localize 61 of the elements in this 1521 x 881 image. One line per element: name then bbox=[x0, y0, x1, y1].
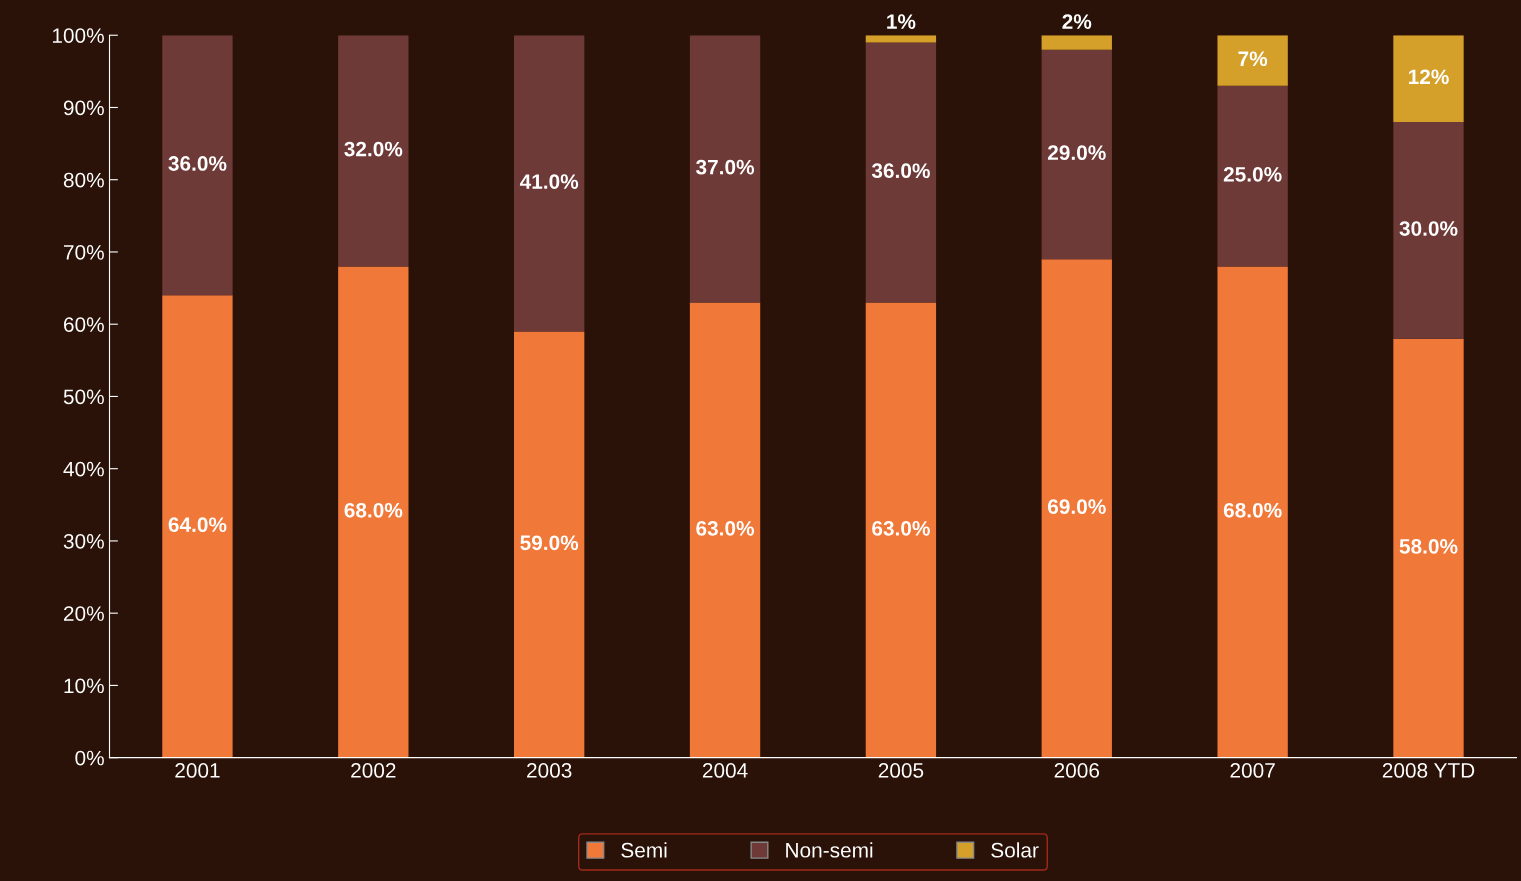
x-tick-label: 2003 bbox=[527, 763, 572, 778]
x-tick-label: 2001 bbox=[175, 763, 220, 778]
bar bbox=[162, 35, 233, 296]
data-label: 7% bbox=[1238, 51, 1268, 67]
bar bbox=[338, 266, 409, 758]
data-label: 41.0% bbox=[519, 174, 579, 189]
bar bbox=[865, 302, 937, 758]
x-tick-label: 2006 bbox=[1054, 763, 1100, 778]
data-label: 32.0% bbox=[344, 141, 403, 157]
x-tick-label: 2007 bbox=[1230, 763, 1275, 778]
data-label: 69.0% bbox=[1048, 499, 1106, 515]
bar bbox=[514, 331, 585, 758]
legend-label: Semi bbox=[621, 842, 667, 858]
bar bbox=[1041, 35, 1112, 50]
y-tick-label: 80% bbox=[63, 172, 104, 188]
y-tick-label: 30% bbox=[63, 533, 104, 549]
bar bbox=[1041, 49, 1112, 260]
bar bbox=[1041, 259, 1112, 758]
data-label: 68.0% bbox=[344, 502, 403, 518]
bar bbox=[1393, 35, 1464, 122]
data-label: 30.0% bbox=[1399, 221, 1458, 236]
y-tick-label: 40% bbox=[63, 461, 104, 477]
y-tick-label: 100% bbox=[52, 28, 104, 43]
data-label: 2% bbox=[1062, 14, 1092, 29]
data-label: 59.0% bbox=[520, 535, 579, 551]
data-label: 29.0% bbox=[1047, 145, 1106, 161]
y-tick-label: 90% bbox=[63, 100, 104, 116]
data-label: 63.0% bbox=[696, 520, 755, 536]
x-tick-label: 2002 bbox=[351, 763, 396, 778]
bar bbox=[1393, 338, 1464, 758]
bar bbox=[1217, 35, 1288, 86]
bar bbox=[1217, 85, 1288, 267]
bar bbox=[689, 35, 761, 303]
legend-label: Non-semi bbox=[786, 842, 873, 858]
bar bbox=[689, 302, 761, 758]
bar bbox=[865, 42, 937, 303]
y-tick-label: 60% bbox=[64, 317, 104, 332]
data-label: 1% bbox=[887, 14, 916, 29]
data-label: 68.0% bbox=[1223, 502, 1282, 518]
y-tick-label: 50% bbox=[63, 389, 104, 405]
data-label: 25.0% bbox=[1223, 166, 1282, 182]
data-label: 64.0% bbox=[168, 517, 227, 533]
bar bbox=[162, 295, 233, 758]
x-tick-label: 2004 bbox=[702, 763, 748, 778]
bar bbox=[514, 35, 585, 332]
data-label: 58.0% bbox=[1399, 539, 1458, 554]
data-label: 12% bbox=[1408, 69, 1449, 85]
bar bbox=[338, 35, 409, 267]
y-tick-label: 70% bbox=[64, 244, 104, 260]
y-tick-label: 0% bbox=[75, 750, 104, 766]
bar bbox=[1217, 266, 1288, 758]
y-tick-label: 10% bbox=[64, 678, 104, 694]
y-tick-label: 20% bbox=[64, 606, 104, 621]
legend-label: Solar bbox=[991, 842, 1039, 858]
data-label: 36.0% bbox=[871, 163, 930, 179]
data-label: 37.0% bbox=[695, 159, 755, 175]
bar bbox=[1393, 121, 1464, 339]
data-label: 63.0% bbox=[872, 520, 930, 536]
x-tick-label: 2005 bbox=[878, 763, 924, 778]
data-label: 36.0% bbox=[168, 156, 227, 171]
x-tick-label: 2008 YTD bbox=[1382, 763, 1475, 778]
